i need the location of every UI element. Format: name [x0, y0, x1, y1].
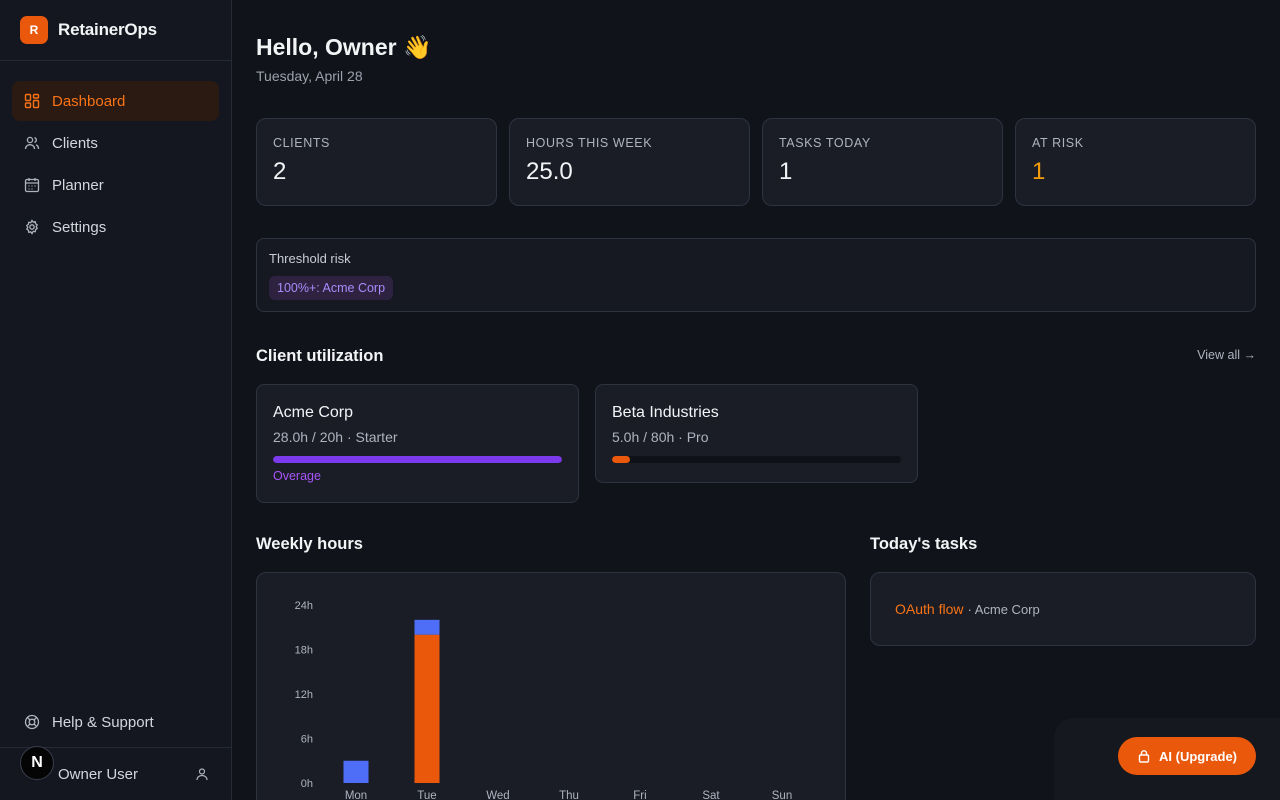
user-name: Owner User	[58, 765, 139, 783]
y-tick-label: 6h	[301, 734, 313, 746]
client-name: Beta Industries	[612, 404, 719, 421]
task-client: · Acme Corp	[967, 601, 1040, 617]
stat-value: 1	[1032, 158, 1046, 185]
y-tick-label: 18h	[295, 645, 313, 657]
user-icon[interactable]	[195, 767, 209, 781]
avatar[interactable]: N	[20, 746, 54, 780]
view-all-link[interactable]: View all →	[1197, 348, 1256, 362]
utilization-bar-fill	[612, 456, 631, 463]
user-menu[interactable]: N Owner User	[0, 746, 231, 800]
sidebar-item-label: Dashboard	[52, 92, 126, 110]
y-tick-label: 12h	[295, 689, 313, 701]
current-date: Tuesday, April 28	[256, 68, 363, 84]
sidebar-item-dashboard[interactable]: Dashboard	[12, 81, 219, 121]
weekly-hours-chart: 0h 6h 12h 18h 24h Mon Tue Wed Thu Fri Sat Sun	[256, 572, 846, 800]
users-icon	[24, 135, 40, 151]
stat-card-tasks: TASKS TODAY 1	[762, 118, 1003, 206]
ai-upgrade-label: AI (Upgrade)	[1159, 748, 1237, 764]
gear-icon	[24, 219, 40, 235]
lock-icon	[1138, 750, 1150, 763]
y-tick-label: 0h	[301, 778, 313, 790]
help-support-label: Help & Support	[52, 713, 154, 731]
sidebar-item-label: Settings	[52, 218, 107, 236]
x-tick-label: Fri	[633, 790, 646, 800]
x-tick-label: Wed	[486, 790, 509, 800]
stat-label: CLIENTS	[273, 136, 330, 150]
client-name: Acme Corp	[273, 404, 354, 421]
sidebar-item-clients[interactable]: Clients	[12, 123, 219, 163]
stat-label: TASKS TODAY	[779, 136, 871, 150]
client-meta: 5.0h / 80h · Pro	[612, 429, 709, 445]
task-link[interactable]: OAuth flow	[895, 601, 964, 617]
page-title: Hello, Owner 👋	[256, 34, 432, 60]
sidebar-nav: Dashboard Clients Planner Settings	[0, 61, 231, 247]
sidebar: R RetainerOps Dashboard Clients Planner	[0, 0, 232, 800]
stat-card-at-risk: AT RISK 1	[1015, 118, 1256, 206]
client-card-acme[interactable]: Acme Corp 28.0h / 20h · Starter Overage	[256, 384, 579, 503]
lifebuoy-icon	[24, 714, 40, 730]
x-tick-label: Sat	[702, 790, 720, 800]
weekly-hours-svg: 0h 6h 12h 18h 24h Mon Tue Wed Thu Fri Sat Sun	[295, 600, 793, 800]
utilization-bar-fill	[273, 456, 562, 463]
client-meta: 28.0h / 20h · Starter	[273, 429, 398, 445]
todays-tasks-panel: OAuth flow · Acme Corp	[870, 572, 1256, 646]
utilization-bar	[273, 456, 562, 463]
todays-tasks-title: Today's tasks	[870, 535, 978, 553]
ai-upgrade-button[interactable]: AI (Upgrade)	[1118, 737, 1256, 775]
client-utilization-title: Client utilization	[256, 347, 384, 365]
stat-label: AT RISK	[1032, 136, 1084, 150]
stat-value: 1	[779, 158, 793, 185]
x-tick-label: Tue	[417, 790, 436, 800]
stat-value: 2	[273, 158, 287, 185]
stat-label: HOURS THIS WEEK	[526, 136, 653, 150]
help-support-link[interactable]: Help & Support	[12, 702, 219, 742]
x-tick-label: Thu	[559, 790, 579, 800]
stat-card-hours: HOURS THIS WEEK 25.0	[509, 118, 750, 206]
brand-name: RetainerOps	[58, 20, 157, 39]
sidebar-item-planner[interactable]: Planner	[12, 165, 219, 205]
threshold-risk-title: Threshold risk	[269, 251, 351, 266]
bar-mon-series-1[interactable]	[343, 760, 369, 783]
client-card-beta[interactable]: Beta Industries 5.0h / 80h · Pro	[595, 384, 918, 483]
sidebar-item-settings[interactable]: Settings	[12, 207, 219, 247]
client-status: Overage	[273, 469, 321, 483]
brand[interactable]: R RetainerOps	[0, 0, 231, 61]
threshold-risk-panel: Threshold risk 100%+: Acme Corp	[256, 238, 1256, 312]
dashboard-icon	[24, 93, 40, 109]
bar-tue-series-1[interactable]	[414, 619, 440, 635]
sidebar-item-label: Planner	[52, 176, 104, 194]
weekly-hours-title: Weekly hours	[256, 535, 363, 553]
calendar-icon	[24, 177, 40, 193]
x-tick-label: Sun	[772, 790, 792, 800]
x-tick-label: Mon	[345, 790, 367, 800]
stat-card-clients: CLIENTS 2	[256, 118, 497, 206]
bar-tue-series-0[interactable]	[414, 634, 440, 783]
y-tick-label: 24h	[295, 600, 313, 612]
risk-chip[interactable]: 100%+: Acme Corp	[269, 276, 394, 300]
utilization-bar	[612, 456, 901, 463]
brand-logo: R	[20, 16, 48, 44]
stat-value: 25.0	[526, 158, 573, 185]
sidebar-item-label: Clients	[52, 134, 98, 152]
